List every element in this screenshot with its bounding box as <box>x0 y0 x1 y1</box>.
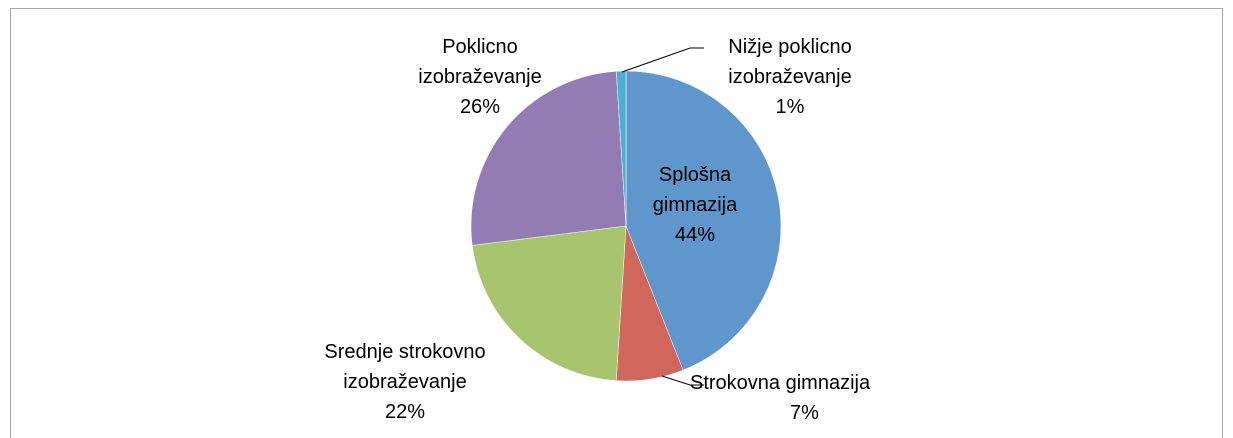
leader-line <box>621 47 704 73</box>
chart-frame <box>10 8 1223 438</box>
pie <box>470 70 782 382</box>
value-label: 1% <box>775 96 805 118</box>
category-label: Srednje strokovno izobraževanje <box>324 341 486 393</box>
category-label: Strokovna gimnazija <box>690 372 871 394</box>
data-label: Nižje poklicno izobraževanje 1% <box>700 32 880 122</box>
category-label: Splošna gimnazija <box>652 164 738 216</box>
pie-slice <box>471 225 627 381</box>
category-label: Nižje poklicno izobraževanje <box>728 36 852 88</box>
data-label: Strokovna gimnazija 7% <box>690 368 945 428</box>
leader-line <box>661 375 704 386</box>
pie-slice <box>470 71 627 246</box>
pie-slice <box>625 70 782 371</box>
category-label: Poklicno izobraževanje <box>418 36 542 88</box>
data-label: Srednje strokovno izobraževanje 22% <box>280 337 530 427</box>
data-label: Splošna gimnazija 44% <box>625 160 765 250</box>
value-label: 22% <box>384 401 426 423</box>
value-label: 44% <box>674 224 716 246</box>
data-label: Poklicno izobraževanje 26% <box>400 32 560 122</box>
value-label: 26% <box>459 96 501 118</box>
value-label: 7% <box>790 402 819 424</box>
